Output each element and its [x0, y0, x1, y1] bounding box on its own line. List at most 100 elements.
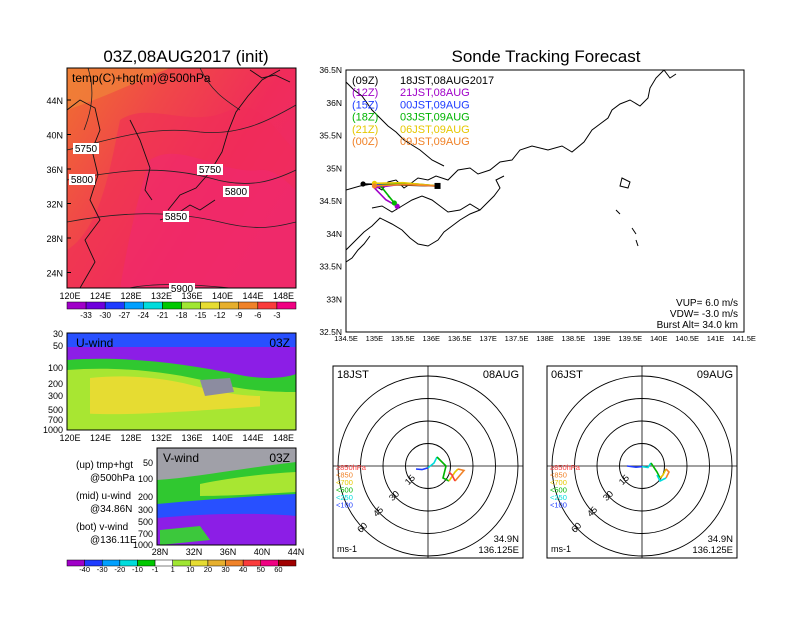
track-lat-label: 33N	[326, 294, 342, 304]
hodograph-level: ≥850hPa	[550, 463, 581, 472]
hodograph-segment-3	[448, 468, 459, 482]
v-wind-time: 03Z	[269, 451, 290, 465]
track-lat-label: 36N	[326, 98, 342, 108]
temp-colorbar-label: -33	[80, 311, 92, 320]
contour-label: 5900	[171, 284, 194, 295]
hodograph-lon: 136.125E	[692, 545, 733, 556]
u-wind-y-label: 100	[48, 363, 63, 373]
temp-overlay-label: temp(C)+hgt(m)@500hPa	[72, 71, 211, 85]
temp-colorbar-swatch	[238, 301, 259, 310]
v-wind-x-label: 28N	[152, 547, 169, 557]
track-lat-label: 32.5N	[319, 327, 342, 337]
wind-colorbar-label: -30	[97, 565, 108, 574]
temp-colorbar-swatch	[276, 301, 297, 310]
temp-lat-labels: 44N 40N 36N 32N 28N 24N	[46, 96, 71, 279]
temp-colorbar-swatch	[85, 301, 106, 310]
hodograph-level: <100	[336, 501, 353, 510]
temp-lon-label: 140E	[212, 291, 233, 301]
u-wind-y-label: 50	[53, 341, 63, 351]
v-wind-y-label: 700	[138, 529, 153, 539]
track-lon-label: 135.5E	[391, 334, 415, 343]
temp-lat-label: 36N	[46, 165, 63, 175]
note-line1: (bot) v-wind	[76, 522, 128, 533]
u-wind-time: 03Z	[269, 336, 290, 350]
track-lon-label: 139E	[593, 334, 611, 343]
track-lon-label: 136E	[423, 334, 441, 343]
temp-lat-label: 32N	[46, 200, 63, 210]
contour-label-box	[223, 186, 249, 197]
wind-colorbar-label: -10	[132, 565, 143, 574]
temp-lon-label: 144E	[242, 291, 263, 301]
v-wind-y-label: 200	[138, 492, 153, 502]
hodograph-18jst: 18JST 08AUG15304560≥850hPa<850<700<500<25…	[332, 365, 524, 559]
hodograph-ring-label: 15	[403, 473, 417, 487]
wind-colorbar-label: 50	[257, 565, 265, 574]
temp-lat-label: 28N	[46, 234, 63, 244]
hodograph-level: <850	[336, 471, 353, 480]
contour-label: 5750	[199, 165, 222, 176]
temp-colorbar-swatch	[162, 301, 182, 310]
v-wind-shading	[157, 462, 296, 545]
legend-code: (15Z)	[352, 99, 378, 111]
hodograph-lon: 136.125E	[478, 545, 519, 556]
note-line2: @136.11E	[90, 535, 137, 546]
temp-colorbar-label: -3	[273, 311, 281, 320]
track-legend: (09Z) 18JST,08AUG2017 (12Z) 21JST,08AUG (15Z…	[352, 75, 494, 148]
u-wind-x-label: 136E	[181, 433, 202, 443]
v-wind-y-label: 500	[138, 517, 153, 527]
v-wind-y-label: 50	[143, 458, 153, 468]
u-wind-y-label: 300	[48, 391, 63, 401]
track-endpoint	[391, 200, 397, 206]
contour-label-box	[197, 164, 223, 175]
temp-lat-label: 40N	[46, 131, 63, 141]
v-wind-x-label: 32N	[186, 547, 203, 557]
hodograph-level: <700	[550, 478, 567, 487]
hodograph-ring-label: 30	[387, 489, 401, 503]
hodograph-segment-0	[415, 467, 429, 471]
temp-lat-label: 44N	[46, 96, 63, 106]
legend-text: 09JST,09AUG	[400, 136, 470, 148]
panel-notes: (up) tmp+hgt @500hPa (mid) u-wind @34.86N (b…	[76, 460, 137, 546]
legend-code: (21Z)	[352, 124, 378, 136]
u-wind-x-label: 120E	[59, 433, 80, 443]
hodograph-time: 18JST	[337, 369, 369, 381]
contour-label-box	[73, 143, 99, 154]
temp-colorbar-label: -6	[254, 311, 262, 320]
wind-colorbar-label: -40	[79, 565, 90, 574]
v-wind-y-label: 1000	[133, 540, 153, 550]
right-title: Sonde Tracking Forecast	[452, 47, 641, 66]
legend-code: (12Z)	[352, 87, 378, 99]
contour-label: 5800	[71, 175, 94, 186]
track-lon-labels: 134.5E 135E 135.5E 136E 136.5E 137E 137.5E 138E…	[334, 334, 756, 343]
contour-label: 5850	[165, 212, 188, 223]
temp-colorbar-label: -24	[138, 311, 150, 320]
hodograph-segment-5	[656, 474, 667, 483]
hodograph-lat: 34.9N	[708, 534, 733, 545]
hodograph-segment-2	[650, 462, 661, 479]
note-line2: @34.86N	[90, 504, 132, 515]
u-wind-y-label: 1000	[43, 425, 63, 435]
v-wind-y-label: 300	[138, 505, 153, 515]
legend-code: (09Z)	[352, 75, 378, 87]
v-wind-label: V-wind	[163, 451, 199, 465]
hodograph-unit: ms-1	[337, 544, 357, 554]
u-wind-y-label: 700	[48, 415, 63, 425]
hodograph-level: <100	[550, 501, 567, 510]
legend-text: 00JST,09AUG	[400, 99, 470, 111]
track-series-5	[374, 183, 438, 187]
track-map: 36.5N 36N 35.5N 35N 34.5N 34N 33.5N 33N 32.5N 13…	[319, 65, 756, 343]
temp-lon-label: 120E	[59, 291, 80, 301]
hodograph-level: <500	[550, 486, 567, 495]
u-wind-x-label: 148E	[273, 433, 294, 443]
temp-colorbar-label: -30	[99, 311, 111, 320]
legend-text: 21JST,08AUG	[400, 87, 470, 99]
hodograph-segment-2	[436, 456, 450, 482]
v-wind-x-label: 44N	[288, 547, 305, 557]
track-paths	[360, 180, 441, 209]
hodograph-level: ≥850hPa	[336, 463, 367, 472]
contour-label-box	[169, 283, 195, 294]
u-wind-x-label: 128E	[120, 433, 141, 443]
legend-text: 18JST,08AUG2017	[400, 75, 494, 87]
